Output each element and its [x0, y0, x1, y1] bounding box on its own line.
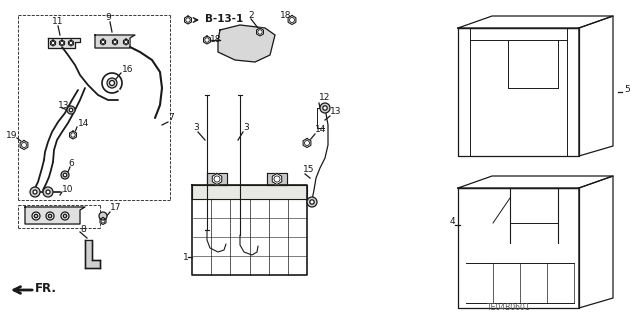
Polygon shape: [267, 173, 287, 185]
Text: 3: 3: [243, 123, 249, 132]
Circle shape: [109, 80, 115, 85]
Circle shape: [48, 214, 52, 218]
Circle shape: [22, 143, 26, 147]
Text: 13: 13: [58, 100, 70, 109]
Text: 4: 4: [450, 218, 456, 226]
Polygon shape: [48, 38, 80, 48]
Circle shape: [63, 214, 67, 218]
Polygon shape: [70, 131, 76, 139]
Circle shape: [101, 40, 105, 44]
Circle shape: [307, 197, 317, 207]
Circle shape: [61, 212, 69, 220]
Polygon shape: [68, 40, 74, 46]
Circle shape: [101, 219, 105, 223]
Circle shape: [71, 133, 76, 137]
Circle shape: [34, 214, 38, 218]
Circle shape: [99, 212, 107, 220]
Circle shape: [186, 18, 190, 22]
Text: 15: 15: [303, 166, 314, 174]
Polygon shape: [218, 25, 275, 62]
Circle shape: [61, 171, 69, 179]
Circle shape: [51, 41, 54, 45]
Polygon shape: [184, 16, 191, 24]
Circle shape: [274, 176, 280, 182]
Circle shape: [214, 176, 220, 182]
Polygon shape: [303, 138, 311, 147]
Polygon shape: [288, 16, 296, 25]
Polygon shape: [25, 207, 85, 224]
Polygon shape: [207, 173, 227, 185]
Circle shape: [124, 40, 127, 44]
Text: 18: 18: [280, 11, 291, 19]
Circle shape: [33, 190, 37, 194]
Text: B-13-1: B-13-1: [205, 14, 243, 24]
Circle shape: [46, 190, 50, 194]
Text: 11: 11: [52, 18, 63, 26]
Polygon shape: [100, 218, 106, 225]
Text: 12: 12: [319, 93, 330, 101]
Circle shape: [289, 18, 294, 22]
Text: 18: 18: [210, 35, 221, 44]
Text: 8: 8: [80, 225, 86, 234]
Circle shape: [113, 40, 116, 44]
Circle shape: [320, 103, 330, 113]
Circle shape: [32, 212, 40, 220]
Text: FR.: FR.: [35, 283, 57, 295]
Circle shape: [46, 212, 54, 220]
Polygon shape: [51, 40, 56, 46]
Polygon shape: [212, 174, 222, 184]
Polygon shape: [257, 28, 264, 36]
Text: 14: 14: [78, 118, 90, 128]
Text: 6: 6: [68, 160, 74, 168]
Text: 2: 2: [248, 11, 253, 19]
Polygon shape: [100, 39, 106, 45]
Text: 3: 3: [193, 123, 199, 132]
Polygon shape: [60, 40, 65, 46]
Text: 1: 1: [183, 253, 189, 262]
Circle shape: [305, 141, 310, 145]
Text: 19: 19: [6, 130, 17, 139]
Circle shape: [205, 38, 209, 42]
Circle shape: [258, 30, 262, 34]
Text: 14: 14: [315, 125, 326, 135]
Polygon shape: [20, 140, 28, 150]
Polygon shape: [95, 35, 135, 48]
Polygon shape: [113, 39, 118, 45]
Circle shape: [63, 173, 67, 177]
Polygon shape: [124, 39, 129, 45]
Circle shape: [67, 106, 75, 114]
Text: TE04B0601: TE04B0601: [487, 302, 531, 311]
Text: 9: 9: [105, 13, 111, 23]
Circle shape: [310, 200, 314, 204]
Text: 17: 17: [110, 204, 122, 212]
Circle shape: [107, 78, 117, 88]
Polygon shape: [204, 36, 211, 44]
Polygon shape: [85, 240, 100, 268]
Circle shape: [30, 187, 40, 197]
Text: 5: 5: [624, 85, 630, 94]
Polygon shape: [192, 185, 307, 199]
Text: 16: 16: [122, 65, 134, 75]
Text: 10: 10: [62, 186, 74, 195]
Polygon shape: [272, 174, 282, 184]
Circle shape: [323, 106, 327, 110]
Circle shape: [43, 187, 53, 197]
Text: 7: 7: [168, 114, 173, 122]
Circle shape: [69, 108, 73, 112]
Text: 13: 13: [330, 107, 342, 115]
Circle shape: [60, 41, 63, 45]
Circle shape: [69, 41, 73, 45]
